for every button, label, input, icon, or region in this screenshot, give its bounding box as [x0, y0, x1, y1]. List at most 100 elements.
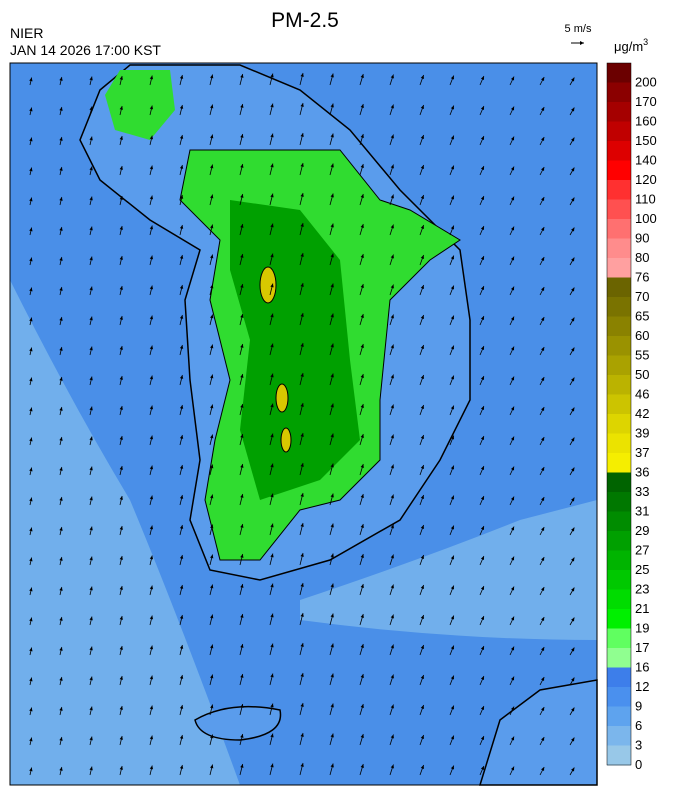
wind-arrowhead	[210, 344, 214, 349]
wind-arrowhead	[179, 285, 184, 289]
wind-arrowhead	[571, 677, 575, 682]
wind-arrowhead	[149, 675, 154, 680]
wind-arrowhead	[119, 136, 123, 140]
wind-arrowhead	[330, 373, 334, 378]
colorbar-label: 25	[635, 562, 649, 577]
wind-arrowhead	[119, 166, 123, 170]
wind-arrowhead	[29, 377, 33, 382]
wind-arrowhead	[29, 167, 33, 172]
wind-arrowhead	[149, 75, 154, 80]
wind-arrowhead	[89, 346, 93, 351]
wind-arrowhead	[89, 256, 93, 261]
wind-arrowhead	[149, 765, 154, 770]
wind-arrowhead	[360, 524, 364, 528]
wind-arrowhead	[179, 435, 184, 439]
wind-arrowhead	[450, 405, 455, 410]
wind-arrowhead	[300, 73, 304, 77]
colorbar-label: 9	[635, 699, 642, 714]
wind-arrowhead	[270, 463, 274, 468]
wind-arrowhead	[119, 616, 123, 620]
colorbar-label: 55	[635, 348, 649, 363]
wind-arrowhead	[450, 765, 455, 770]
wind-arrowhead	[480, 406, 485, 410]
wind-arrowhead	[480, 556, 485, 560]
wind-arrowhead	[480, 736, 485, 740]
wind-arrowhead	[300, 523, 304, 527]
wind-arrowhead	[420, 165, 424, 169]
wind-arrowhead	[541, 647, 545, 651]
wind-arrowhead	[510, 736, 515, 741]
wind-arrowhead	[119, 256, 123, 260]
wind-arrowhead	[390, 104, 394, 109]
colorbar-label: 65	[635, 309, 649, 324]
wind-arrowhead	[510, 466, 515, 471]
wind-arrowhead	[450, 525, 455, 530]
light-sea	[300, 500, 597, 640]
wind-arrowhead	[330, 223, 334, 228]
wind-arrowhead	[510, 226, 515, 231]
wind-arrowhead	[89, 406, 93, 411]
wind-arrowhead	[360, 704, 364, 708]
pollution-hotspot	[275, 383, 289, 413]
colorbar-segment	[607, 589, 631, 610]
wind-arrowhead	[149, 405, 154, 410]
wind-arrowhead	[119, 106, 123, 110]
wind-arrowhead	[119, 226, 123, 230]
wind-arrowhead	[510, 76, 515, 81]
colorbar-label: 19	[635, 621, 649, 636]
wind-arrowhead	[270, 103, 274, 108]
wind-arrowhead	[390, 704, 394, 709]
wind-arrowhead	[330, 553, 334, 558]
wind-arrowhead	[390, 164, 394, 169]
wind-arrowhead	[240, 404, 244, 408]
wind-arrowhead	[480, 676, 485, 680]
wind-arrowhead	[420, 465, 424, 469]
wind-arrowhead	[480, 226, 485, 230]
wind-arrowhead	[390, 344, 394, 349]
wind-arrowhead	[89, 706, 93, 711]
wind-arrowhead	[480, 616, 485, 620]
wind-arrowhead	[541, 617, 545, 621]
wind-arrowhead	[210, 674, 214, 679]
wind-arrowhead	[480, 466, 485, 470]
wind-arrowhead	[480, 496, 485, 500]
colorbar: 2001701601501401201101009080767065605550…	[606, 62, 657, 772]
wind-arrowhead	[179, 555, 184, 559]
wind-arrowhead	[390, 404, 394, 409]
wind-arrowhead	[149, 645, 154, 650]
colorbar-label: 140	[635, 153, 657, 168]
colorbar-segment	[607, 667, 631, 688]
wind-arrowhead	[210, 584, 214, 589]
wind-arrowhead	[149, 435, 154, 440]
colorbar-segment	[607, 511, 631, 532]
wind-arrowhead	[29, 437, 33, 442]
wind-arrowhead	[420, 525, 424, 529]
colorbar-segment	[607, 160, 631, 181]
wind-arrowhead	[29, 347, 33, 352]
colorbar-segment	[607, 82, 631, 103]
wind-arrowhead	[59, 347, 63, 351]
wind-arrowhead	[420, 105, 424, 109]
wind-arrowhead	[510, 616, 515, 621]
colorbar-label: 6	[635, 718, 642, 733]
colorbar-label: 3	[635, 738, 642, 753]
wind-arrowhead	[270, 313, 274, 318]
wind-arrowhead	[29, 617, 33, 622]
wind-arrowhead	[179, 585, 184, 589]
wind-arrowhead	[149, 315, 154, 320]
wind-scale-arrowhead	[580, 41, 584, 45]
wind-arrowhead	[390, 284, 394, 289]
wind-arrowhead	[89, 106, 93, 111]
wind-arrowhead	[360, 734, 364, 738]
wind-arrowhead	[541, 167, 545, 171]
wind-arrowhead	[330, 613, 334, 618]
wind-arrowhead	[210, 554, 214, 559]
wind-arrowhead	[119, 736, 123, 740]
wind-arrowhead	[541, 737, 545, 741]
wind-arrowhead	[59, 377, 63, 381]
wind-arrowhead	[390, 134, 394, 139]
wind-arrowhead	[450, 285, 455, 290]
wind-arrowhead	[179, 765, 184, 769]
wind-arrowhead	[59, 287, 63, 291]
